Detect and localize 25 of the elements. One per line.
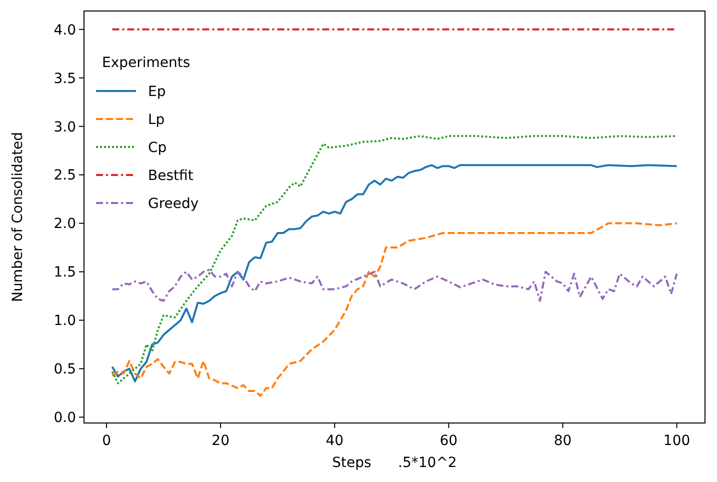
x-tick-label: 0 (102, 433, 111, 449)
line-series (111, 222, 678, 397)
line-series (111, 268, 678, 302)
y-tick-label: 1.5 (54, 264, 76, 281)
y-axis-title: Number of Consolidated (10, 132, 26, 302)
x-tick-label: 40 (326, 433, 344, 449)
y-tick-label: 4.0 (54, 22, 76, 38)
y-tick-label: 0.0 (54, 410, 76, 426)
x-axis-title: Steps .5*10^2 (332, 455, 457, 471)
legend-label: Greedy (148, 196, 199, 212)
x-tick-label: 20 (212, 433, 230, 449)
x-tick-label: 100 (663, 433, 690, 449)
legend-title: Experiments (102, 55, 190, 71)
x-tick-label: 60 (440, 433, 458, 449)
legend-label: Lp (148, 112, 165, 128)
y-tick-label: 2.5 (54, 168, 76, 184)
y-tick-label: 2.0 (54, 216, 76, 232)
y-tick-label: 0.5 (54, 362, 76, 378)
y-tick-label: 3.0 (54, 119, 76, 136)
y-tick-label: 3.5 (54, 70, 76, 87)
y-tick-label: 1.0 (54, 313, 76, 330)
x-tick-label: 80 (554, 433, 572, 449)
legend-label: Cp (148, 140, 167, 156)
legend-label: Ep (148, 84, 166, 100)
legend-label: Bestfit (148, 168, 194, 184)
